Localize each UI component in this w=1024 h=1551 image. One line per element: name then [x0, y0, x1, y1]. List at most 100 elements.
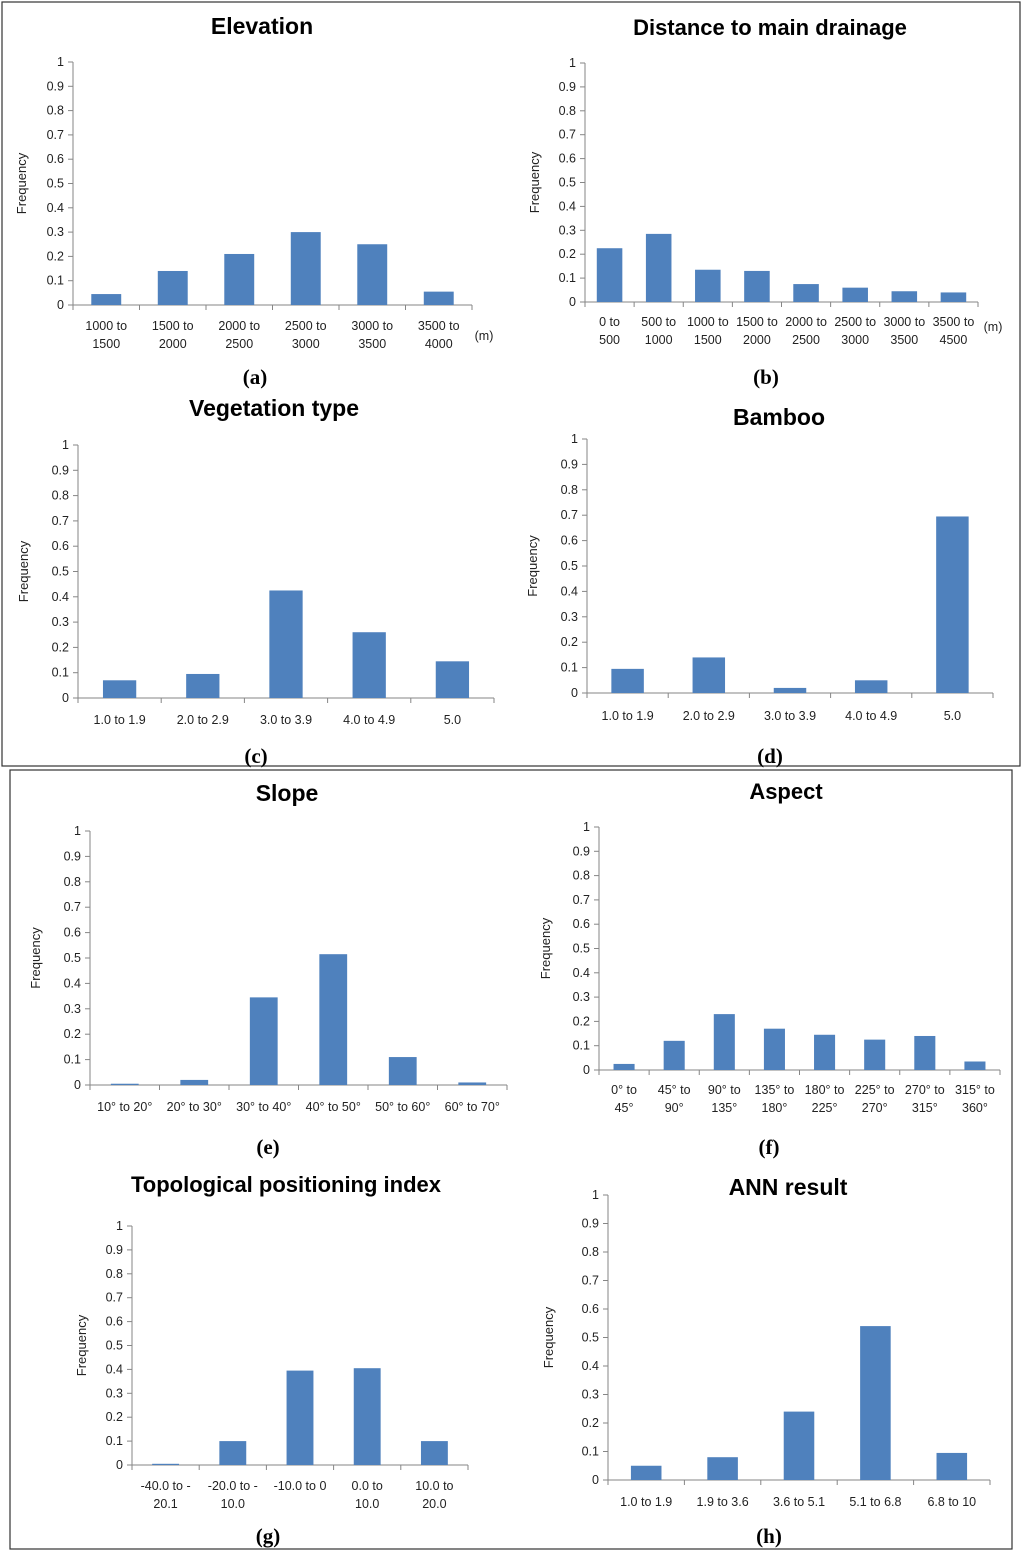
y-tick-label: 0.6 — [106, 1315, 123, 1329]
chart-4: Slope Frequency 0 0.1 0.2 0.3 0.4 0.5 0.6 0.7 0.8 0… — [28, 780, 508, 1159]
y-tick-label: 0.3 — [582, 1388, 599, 1402]
y-tick-label: 0.5 — [573, 942, 590, 956]
bar — [186, 673, 220, 698]
x-tick-label: 2500 — [792, 333, 820, 347]
chart-title: Distance to main drainage — [633, 15, 907, 40]
x-tick-label: 4500 — [940, 333, 968, 347]
y-tick-label: 0.4 — [106, 1362, 123, 1376]
y-tick-label: 0.1 — [106, 1434, 123, 1448]
y-tick-label: 0.6 — [573, 917, 590, 931]
y-tick-label: 0.2 — [561, 635, 578, 649]
y-tick-label: 0.8 — [573, 869, 590, 883]
bar — [763, 1028, 785, 1070]
bar — [692, 657, 726, 693]
y-tick-label: 0.4 — [561, 584, 578, 598]
y-tick-label: 0.1 — [573, 1039, 590, 1053]
chart-1: Distance to main drainage Frequency 0 0.1 0.… — [527, 15, 1002, 389]
bar — [420, 1441, 448, 1465]
bar — [891, 291, 918, 302]
y-tick-label: 0.4 — [52, 590, 69, 604]
bar — [663, 1040, 685, 1070]
panel-label: (b) — [753, 365, 779, 389]
x-tick-label: 45° to — [658, 1083, 691, 1097]
x-tick-label: 135° — [711, 1101, 737, 1115]
y-tick-label: 0.7 — [561, 508, 578, 522]
x-tick-label: 30° to 40° — [236, 1100, 291, 1114]
y-tick-label: 1 — [583, 820, 590, 834]
y-tick-label: 0.5 — [106, 1339, 123, 1353]
x-tick-label: 315° — [912, 1101, 938, 1115]
y-tick-label: 0.6 — [582, 1302, 599, 1316]
y-tick-label: 0.9 — [559, 80, 576, 94]
x-tick-label: 2500 to — [834, 315, 876, 329]
bar — [388, 1057, 417, 1085]
y-tick-label: 0.9 — [582, 1217, 599, 1231]
chart-title: Slope — [256, 780, 319, 806]
chart-title: Bamboo — [733, 404, 825, 430]
x-tick-label: 60° to 70° — [445, 1100, 500, 1114]
x-tick-label: -20.0 to - — [208, 1479, 258, 1493]
x-tick-label: 3500 to — [418, 319, 460, 333]
y-axis-label: Frequency — [74, 1314, 89, 1376]
bar — [783, 1411, 815, 1480]
x-tick-label: 1000 to — [687, 315, 729, 329]
bar — [458, 1082, 487, 1085]
x-tick-label: 3.6 to 5.1 — [773, 1495, 825, 1509]
bar — [91, 294, 122, 305]
x-tick-label: 3500 to — [933, 315, 975, 329]
y-tick-label: 0.8 — [582, 1245, 599, 1259]
y-tick-label: 0.7 — [47, 128, 64, 142]
x-tick-label: 3000 to — [351, 319, 393, 333]
y-tick-label: 0 — [592, 1473, 599, 1487]
bar — [613, 1063, 635, 1070]
y-tick-label: 0.2 — [106, 1410, 123, 1424]
x-tick-label: 500 — [599, 333, 620, 347]
x-tick-label: 20° to 30° — [167, 1100, 222, 1114]
bar — [854, 680, 888, 693]
x-tick-label: 270° — [862, 1101, 888, 1115]
y-tick-label: 0.3 — [559, 223, 576, 237]
y-tick-label: 0.3 — [47, 225, 64, 239]
y-tick-label: 0.8 — [561, 483, 578, 497]
x-tick-label: 3000 — [292, 337, 320, 351]
y-tick-label: 0 — [116, 1458, 123, 1472]
bar — [219, 1441, 247, 1465]
y-tick-label: 0.3 — [561, 610, 578, 624]
bar — [353, 1368, 381, 1465]
x-tick-label: 5.0 — [944, 709, 961, 723]
bar — [290, 232, 321, 305]
x-tick-label: 2.0 to 2.9 — [177, 713, 229, 727]
bar — [249, 997, 278, 1085]
x-tick-label: 10.0 to — [415, 1479, 453, 1493]
x-tick-label: 1.0 to 1.9 — [620, 1495, 672, 1509]
y-tick-label: 0.7 — [559, 128, 576, 142]
top-frame — [1, 1, 1021, 767]
y-axis-label: Frequency — [16, 540, 31, 602]
panel-label: (g) — [256, 1524, 281, 1548]
bar — [864, 1039, 886, 1070]
x-tick-label: 1500 to — [736, 315, 778, 329]
bar — [695, 269, 721, 302]
y-tick-label: 0.4 — [47, 201, 64, 215]
x-tick-label: 2.0 to 2.9 — [683, 709, 735, 723]
y-tick-label: 0.8 — [52, 489, 69, 503]
x-tick-label: 1000 — [645, 333, 673, 347]
x-axis-unit: (m) — [984, 320, 1003, 334]
y-tick-label: 0.1 — [561, 661, 578, 675]
x-tick-label: 3000 to — [883, 315, 925, 329]
x-tick-label: 1500 to — [152, 319, 194, 333]
x-tick-label: 315° to — [955, 1083, 995, 1097]
y-tick-label: 0.6 — [561, 534, 578, 548]
x-tick-label: -10.0 to 0 — [274, 1479, 327, 1493]
chart-title: Elevation — [211, 13, 313, 39]
y-tick-label: 1 — [592, 1188, 599, 1202]
bar — [611, 668, 644, 693]
bar — [269, 590, 303, 698]
panel-label: (a) — [243, 365, 268, 389]
y-tick-label: 1 — [74, 824, 81, 838]
x-tick-label: 360° — [962, 1101, 988, 1115]
x-tick-label: 1500 — [92, 337, 120, 351]
x-tick-label: 2500 to — [285, 319, 327, 333]
y-tick-label: 0.6 — [52, 539, 69, 553]
y-tick-label: 0.1 — [559, 271, 576, 285]
